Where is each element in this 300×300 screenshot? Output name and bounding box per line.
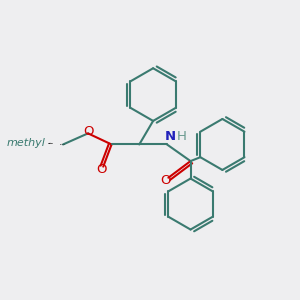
Text: H: H <box>176 130 186 143</box>
Text: methyl: methyl <box>48 143 53 145</box>
Text: O: O <box>83 125 94 138</box>
Text: methoxy: methoxy <box>60 144 66 145</box>
Text: methyl: methyl <box>49 143 54 145</box>
Text: O: O <box>97 163 107 176</box>
Text: N: N <box>165 130 176 143</box>
Text: methyl: methyl <box>6 138 45 148</box>
Text: methyl: methyl <box>48 143 53 145</box>
Text: O: O <box>160 174 171 187</box>
